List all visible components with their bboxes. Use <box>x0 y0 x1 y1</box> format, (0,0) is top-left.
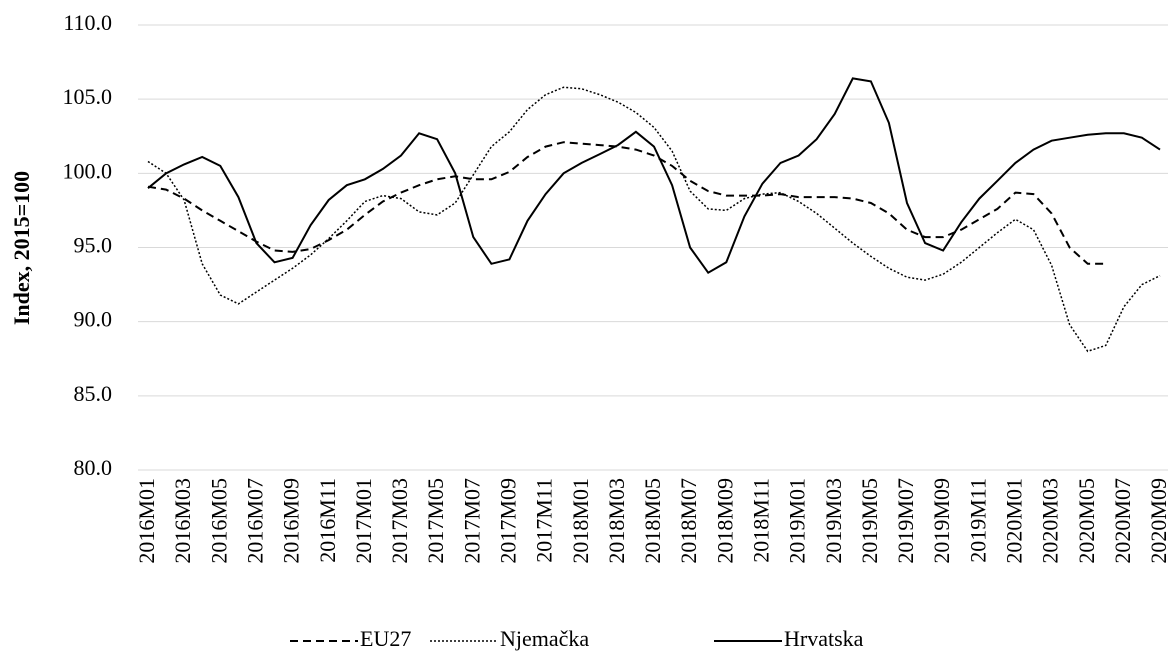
x-tick-label: 2017M07 <box>459 478 484 564</box>
x-tick-label: 2019M01 <box>785 478 810 564</box>
y-tick-label: 85.0 <box>74 381 113 406</box>
x-tick-label: 2020M05 <box>1074 478 1099 564</box>
y-axis-label: Index, 2015=100 <box>9 171 34 325</box>
x-tick-label: 2017M09 <box>495 478 520 564</box>
y-tick-label: 110.0 <box>63 10 112 35</box>
y-tick-label: 90.0 <box>74 307 113 332</box>
x-tick-label: 2017M11 <box>532 478 557 563</box>
y-tick-label: 100.0 <box>63 158 113 183</box>
x-tick-label: 2016M05 <box>206 478 231 564</box>
x-tick-label: 2016M07 <box>242 478 267 564</box>
x-tick-label: 2019M07 <box>893 478 918 564</box>
x-tick-label: 2020M03 <box>1038 478 1063 564</box>
legend-label: EU27 <box>360 626 411 651</box>
y-tick-label: 95.0 <box>74 233 113 258</box>
series-line <box>147 77 1161 275</box>
x-tick-label: 2018M09 <box>712 478 737 564</box>
y-tick-label: 105.0 <box>63 84 113 109</box>
x-tick-label: 2020M07 <box>1110 478 1135 564</box>
x-tick-label: 2020M01 <box>1001 478 1026 564</box>
legend-label: Njemačka <box>500 626 589 651</box>
legend-label: Hrvatska <box>784 626 864 651</box>
series-line <box>147 141 1106 265</box>
x-tick-label: 2019M11 <box>965 478 990 563</box>
x-tick-label: 2019M03 <box>821 478 846 564</box>
x-tick-label: 2018M07 <box>676 478 701 564</box>
x-tick-label: 2016M01 <box>134 478 159 564</box>
x-tick-label: 2018M01 <box>568 478 593 564</box>
x-tick-label: 2018M05 <box>640 478 665 564</box>
y-tick-label: 80.0 <box>74 455 113 480</box>
x-tick-label: 2020M09 <box>1146 478 1171 564</box>
x-tick-label: 2017M03 <box>387 478 412 564</box>
x-tick-label: 2017M01 <box>351 478 376 564</box>
x-tick-label: 2018M03 <box>604 478 629 564</box>
x-tick-label: 2019M05 <box>857 478 882 564</box>
x-tick-label: 2018M11 <box>748 478 773 563</box>
x-tick-label: 2016M03 <box>170 478 195 564</box>
x-tick-label: 2017M05 <box>423 478 448 564</box>
x-tick-label: 2019M09 <box>929 478 954 564</box>
x-tick-label: 2016M09 <box>279 478 304 564</box>
x-tick-label: 2016M11 <box>315 478 340 563</box>
series-line <box>147 86 1161 353</box>
